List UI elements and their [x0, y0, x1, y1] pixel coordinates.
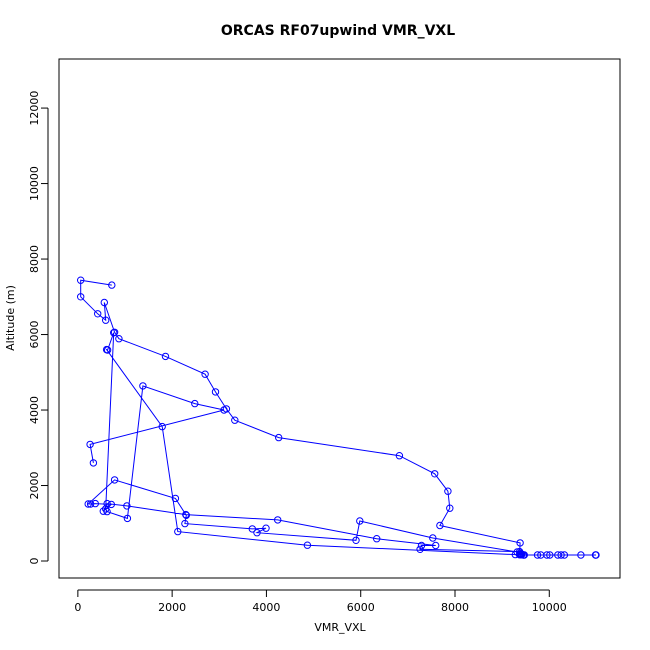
data-point — [416, 545, 424, 553]
data-point — [274, 516, 282, 524]
data-point — [352, 536, 360, 544]
data-point — [417, 541, 426, 550]
data-point — [231, 416, 239, 424]
data-point — [86, 440, 94, 449]
data-point — [123, 514, 132, 523]
data-point — [100, 298, 109, 307]
y-tick-label: 2000 — [28, 472, 41, 500]
data-point — [515, 550, 524, 559]
data-point — [158, 422, 166, 431]
data-point — [77, 293, 85, 301]
data-point — [174, 527, 182, 536]
data-point — [84, 500, 92, 508]
data-point — [191, 399, 199, 408]
data-point — [171, 494, 180, 503]
data-point — [262, 524, 270, 532]
data-point — [86, 500, 95, 508]
data-point — [275, 433, 283, 442]
data-point — [431, 470, 439, 478]
data-point — [110, 476, 119, 484]
data-point — [181, 519, 189, 528]
x-tick-label: 4000 — [252, 601, 280, 614]
data-point — [107, 500, 116, 509]
data-point — [373, 535, 381, 543]
data-point — [103, 507, 111, 516]
data-point — [77, 276, 85, 284]
data-point — [395, 452, 404, 460]
data-point — [115, 335, 123, 343]
data-point — [108, 281, 116, 289]
data-point — [182, 511, 191, 519]
data-point — [248, 525, 257, 533]
data-point — [253, 529, 261, 537]
data-point — [533, 551, 542, 559]
data-point — [554, 551, 562, 559]
data-point — [94, 310, 102, 318]
x-tick-label: 6000 — [347, 601, 375, 614]
data-point — [436, 521, 444, 530]
data-point — [444, 487, 452, 495]
plot-frame — [58, 58, 621, 579]
data-point — [89, 459, 98, 467]
data-point — [543, 551, 551, 559]
series-points — [77, 276, 600, 559]
y-tick-label: 12000 — [28, 91, 41, 126]
x-tick-label: 0 — [74, 601, 81, 614]
y-tick-label: 4000 — [28, 396, 41, 424]
data-point — [220, 406, 228, 414]
data-point — [446, 504, 454, 512]
x-axis-label: VMR_VXL — [314, 621, 366, 634]
x-tick-label: 2000 — [158, 601, 186, 614]
series-line — [80, 279, 596, 556]
data-point — [91, 499, 100, 508]
data-point — [592, 551, 600, 559]
x-tick-label: 8000 — [441, 601, 469, 614]
data-point — [123, 502, 131, 510]
chart-title: ORCAS RF07upwind VMR_VXL — [221, 23, 455, 39]
y-tick-label: 6000 — [28, 321, 41, 349]
data-point — [432, 541, 440, 550]
data-point — [161, 352, 170, 361]
y-tick-label: 10000 — [28, 166, 41, 201]
data-point — [516, 539, 524, 547]
data-point — [99, 507, 108, 515]
data-point — [429, 534, 437, 542]
data-point — [546, 551, 554, 559]
data-point — [201, 370, 209, 378]
data-point — [139, 382, 147, 390]
y-axis: 0 2000 4000 6000 8000 10000 12000 — [28, 91, 49, 565]
series-lines — [80, 279, 596, 556]
y-tick-label: 8000 — [28, 245, 41, 273]
data-point — [103, 499, 111, 508]
data-point — [103, 346, 112, 354]
data-point — [110, 329, 118, 337]
data-point — [511, 550, 519, 559]
data-point — [557, 551, 565, 559]
x-tick-label: 10000 — [532, 601, 567, 614]
y-axis-label: Altitude (m) — [4, 285, 17, 351]
data-point — [102, 316, 110, 324]
data-point — [211, 388, 220, 396]
data-point — [303, 541, 312, 549]
x-axis: 0 2000 4000 6000 8000 10000 — [74, 589, 567, 614]
y-tick-label: 0 — [28, 558, 41, 565]
data-point — [356, 517, 364, 525]
data-point — [577, 551, 585, 559]
